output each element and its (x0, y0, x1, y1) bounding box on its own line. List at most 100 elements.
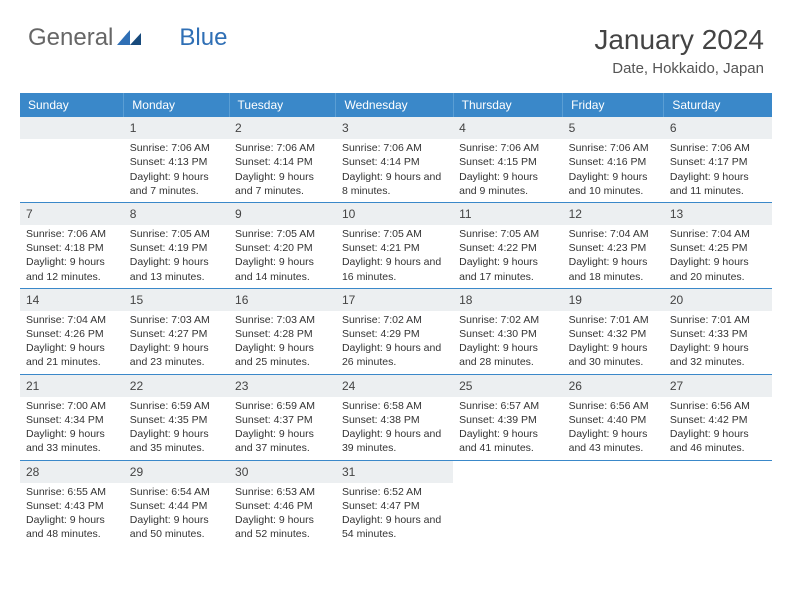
sunset-line: Sunset: 4:23 PM (569, 242, 647, 254)
page-title: January 2024 (594, 24, 764, 56)
sunset-line: Sunset: 4:40 PM (569, 414, 647, 426)
day-details: Sunrise: 7:00 AMSunset: 4:34 PMDaylight:… (20, 397, 124, 460)
day-details: Sunrise: 7:06 AMSunset: 4:13 PMDaylight:… (124, 139, 229, 202)
sunrise-line: Sunrise: 7:06 AM (130, 142, 210, 154)
day-number: 26 (563, 375, 664, 397)
sunrise-line: Sunrise: 6:53 AM (235, 486, 315, 498)
calendar-cell: 5Sunrise: 7:06 AMSunset: 4:16 PMDaylight… (563, 117, 664, 202)
calendar-week-row: 14 Sunrise: 7:04 AM Sunset: 4:26 PM Dayligh… (20, 288, 772, 374)
day-number: 22 (124, 375, 229, 397)
day-details: Sunrise: 6:56 AMSunset: 4:42 PMDaylight:… (664, 397, 772, 460)
daylight-line: Daylight: 9 hours and 7 minutes. (235, 171, 314, 197)
day-details: Sunrise: 7:04 AM Sunset: 4:26 PM Daylight:… (20, 311, 124, 374)
sunset-line: Sunset: 4:14 PM (235, 156, 313, 168)
daylight-line: Daylight: 9 hours and 30 minutes. (569, 342, 648, 368)
day-number: 30 (229, 461, 336, 483)
calendar-cell: 7Sunrise: 7:06 AMSunset: 4:18 PMDaylight… (20, 202, 124, 288)
day-number: 29 (124, 461, 229, 483)
daylight-line: Daylight: 9 hours and 41 minutes. (459, 428, 538, 454)
day-details: Sunrise: 7:05 AMSunset: 4:22 PMDaylight:… (453, 225, 563, 288)
calendar-body: 1Sunrise: 7:06 AMSunset: 4:13 PMDaylight… (20, 117, 772, 545)
calendar-cell: 3Sunrise: 7:06 AMSunset: 4:14 PMDaylight… (336, 117, 453, 202)
sunrise-line: Sunrise: 7:06 AM (569, 142, 649, 154)
sunset-line: Sunset: 4:28 PM (235, 328, 313, 340)
day-number: 27 (664, 375, 772, 397)
title-block: January 2024 Date, Hokkaido, Japan (594, 24, 764, 77)
daylight-line: Daylight: 9 hours and 16 minutes. (342, 256, 441, 282)
calendar-cell: 17Sunrise: 7:02 AMSunset: 4:29 PMDayligh… (336, 288, 453, 374)
sunset-line: Sunset: 4:30 PM (459, 328, 537, 340)
day-details: Sunrise: 7:06 AMSunset: 4:18 PMDaylight:… (20, 225, 124, 288)
daylight-line: Daylight: 9 hours and 11 minutes. (670, 171, 749, 197)
sunset-line: Sunset: 4:29 PM (342, 328, 420, 340)
sunrise-line: Sunrise: 7:01 AM (670, 314, 750, 326)
daylight-line: Daylight: 9 hours and 21 minutes. (26, 342, 105, 368)
sunset-line: Sunset: 4:43 PM (26, 500, 104, 512)
day-number: 2 (229, 117, 336, 139)
calendar-cell: 30Sunrise: 6:53 AMSunset: 4:46 PMDayligh… (229, 460, 336, 545)
day-details: Sunrise: 7:06 AMSunset: 4:17 PMDaylight:… (664, 139, 772, 202)
calendar-cell (453, 460, 563, 545)
daylight-line: Daylight: 9 hours and 35 minutes. (130, 428, 209, 454)
day-number: 18 (453, 289, 563, 311)
weekday-header: Friday (563, 93, 664, 117)
sunset-line: Sunset: 4:34 PM (26, 414, 104, 426)
daylight-line: Daylight: 9 hours and 48 minutes. (26, 514, 105, 540)
daylight-line: Daylight: 9 hours and 9 minutes. (459, 171, 538, 197)
day-details: Sunrise: 6:54 AMSunset: 4:44 PMDaylight:… (124, 483, 229, 546)
daylight-line: Daylight: 9 hours and 14 minutes. (235, 256, 314, 282)
day-number: 19 (563, 289, 664, 311)
daylight-line: Daylight: 9 hours and 46 minutes. (670, 428, 749, 454)
calendar-cell: 1Sunrise: 7:06 AMSunset: 4:13 PMDaylight… (124, 117, 229, 202)
weekday-header: Monday (124, 93, 229, 117)
calendar-cell: 4Sunrise: 7:06 AMSunset: 4:15 PMDaylight… (453, 117, 563, 202)
sunset-line: Sunset: 4:22 PM (459, 242, 537, 254)
calendar-cell: 23Sunrise: 6:59 AMSunset: 4:37 PMDayligh… (229, 374, 336, 460)
daylight-line: Daylight: 9 hours and 28 minutes. (459, 342, 538, 368)
daylight-line: Daylight: 9 hours and 17 minutes. (459, 256, 538, 282)
sunrise-line: Sunrise: 6:55 AM (26, 486, 106, 498)
day-number-empty (20, 117, 124, 139)
day-details: Sunrise: 6:53 AMSunset: 4:46 PMDaylight:… (229, 483, 336, 546)
sunrise-line: Sunrise: 6:59 AM (130, 400, 210, 412)
day-details: Sunrise: 6:52 AMSunset: 4:47 PMDaylight:… (336, 483, 453, 546)
daylight-line: Daylight: 9 hours and 20 minutes. (670, 256, 749, 282)
sunrise-line: Sunrise: 6:57 AM (459, 400, 539, 412)
sunset-line: Sunset: 4:26 PM (26, 328, 104, 340)
logo: General Blue (28, 24, 227, 52)
day-number: 13 (664, 203, 772, 225)
calendar-week-row: 7Sunrise: 7:06 AMSunset: 4:18 PMDaylight… (20, 202, 772, 288)
sunset-line: Sunset: 4:42 PM (670, 414, 748, 426)
day-details: Sunrise: 7:03 AMSunset: 4:28 PMDaylight:… (229, 311, 336, 374)
calendar-cell: 25Sunrise: 6:57 AMSunset: 4:39 PMDayligh… (453, 374, 563, 460)
sunrise-line: Sunrise: 6:56 AM (569, 400, 649, 412)
calendar-table: SundayMondayTuesdayWednesdayThursdayFrid… (20, 93, 772, 545)
day-details: Sunrise: 7:03 AMSunset: 4:27 PMDaylight:… (124, 311, 229, 374)
day-details: Sunrise: 6:59 AMSunset: 4:37 PMDaylight:… (229, 397, 336, 460)
sunrise-line: Sunrise: 7:06 AM (26, 228, 106, 240)
sunrise-line: Sunrise: 7:06 AM (342, 142, 422, 154)
calendar-cell: 15Sunrise: 7:03 AMSunset: 4:27 PMDayligh… (124, 288, 229, 374)
sunset-line: Sunset: 4:37 PM (235, 414, 313, 426)
calendar-week-row: 21Sunrise: 7:00 AMSunset: 4:34 PMDayligh… (20, 374, 772, 460)
calendar-cell: 19Sunrise: 7:01 AMSunset: 4:32 PMDayligh… (563, 288, 664, 374)
sunset-line: Sunset: 4:38 PM (342, 414, 420, 426)
day-details: Sunrise: 7:05 AMSunset: 4:20 PMDaylight:… (229, 225, 336, 288)
day-number: 9 (229, 203, 336, 225)
calendar-cell: 8Sunrise: 7:05 AMSunset: 4:19 PMDaylight… (124, 202, 229, 288)
day-details: Sunrise: 7:05 AMSunset: 4:21 PMDaylight:… (336, 225, 453, 288)
sunrise-line: Sunrise: 6:52 AM (342, 486, 422, 498)
day-number: 4 (453, 117, 563, 139)
sunrise-line: Sunrise: 7:04 AM (26, 314, 106, 326)
day-number: 14 (20, 289, 124, 311)
calendar-cell: 10Sunrise: 7:05 AMSunset: 4:21 PMDayligh… (336, 202, 453, 288)
sunset-line: Sunset: 4:44 PM (130, 500, 208, 512)
daylight-line: Daylight: 9 hours and 7 minutes. (130, 171, 209, 197)
day-details: Sunrise: 6:55 AM Sunset: 4:43 PM Daylight:… (20, 483, 124, 546)
daylight-line: Daylight: 9 hours and 23 minutes. (130, 342, 209, 368)
day-number: 24 (336, 375, 453, 397)
sunset-line: Sunset: 4:20 PM (235, 242, 313, 254)
day-details: Sunrise: 7:05 AMSunset: 4:19 PMDaylight:… (124, 225, 229, 288)
sunrise-line: Sunrise: 6:58 AM (342, 400, 422, 412)
calendar-cell: 9Sunrise: 7:05 AMSunset: 4:20 PMDaylight… (229, 202, 336, 288)
